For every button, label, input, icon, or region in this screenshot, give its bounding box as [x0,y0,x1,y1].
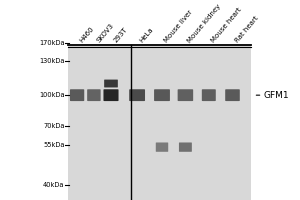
FancyBboxPatch shape [225,89,240,101]
Text: H460: H460 [79,26,95,44]
Text: 130kDa: 130kDa [39,58,64,64]
Text: Mouse liver: Mouse liver [164,10,194,44]
Text: 40kDa: 40kDa [43,182,64,188]
Text: GFM1: GFM1 [264,91,290,100]
Text: 170kDa: 170kDa [39,40,64,46]
FancyBboxPatch shape [202,89,216,101]
Text: Mouse heart: Mouse heart [210,7,243,44]
FancyBboxPatch shape [156,142,168,152]
Text: 55kDa: 55kDa [43,142,64,148]
FancyBboxPatch shape [178,89,193,101]
Text: HeLa: HeLa [139,27,154,44]
Text: SKOV3: SKOV3 [95,23,115,44]
FancyBboxPatch shape [179,142,192,152]
FancyBboxPatch shape [129,89,145,101]
Text: Mouse kidney: Mouse kidney [187,3,223,44]
FancyBboxPatch shape [154,89,170,101]
Text: 70kDa: 70kDa [43,123,64,129]
FancyBboxPatch shape [70,89,84,101]
Text: 293T: 293T [112,27,128,44]
FancyBboxPatch shape [103,89,118,101]
Bar [68,45,250,200]
FancyBboxPatch shape [87,89,101,101]
Text: Rat heart: Rat heart [234,15,260,44]
Text: 100kDa: 100kDa [39,92,64,98]
FancyBboxPatch shape [104,80,118,87]
